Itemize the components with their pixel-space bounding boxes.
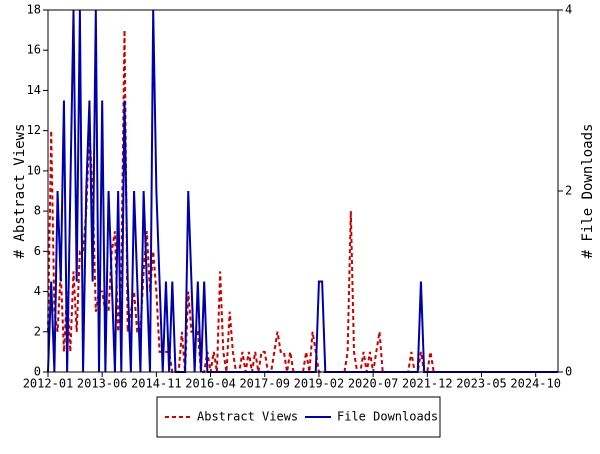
y2-tick-label: 2 [565, 184, 572, 198]
y-tick-label: 12 [27, 123, 41, 137]
y-tick-label: 18 [27, 3, 41, 17]
y-axis-title: # Abstract Views [12, 124, 28, 259]
y2-axis-title: # File Downloads [580, 124, 596, 259]
y-tick-label: 4 [34, 284, 41, 298]
y-tick-label: 10 [27, 163, 41, 177]
y-tick-label: 2 [34, 324, 41, 338]
y-tick-label: 0 [34, 365, 41, 379]
x-tick-label: 2016-04 [185, 377, 236, 391]
y-tick-label: 16 [27, 43, 41, 57]
plot-frame [47, 9, 559, 373]
legend-box [156, 396, 441, 438]
y-tick-label: 14 [27, 83, 41, 97]
x-tick-label: 2013-06 [77, 377, 128, 391]
x-tick-label: 2019-02 [294, 377, 345, 391]
x-tick-label: 2023-05 [456, 377, 507, 391]
legend-label: File Downloads [337, 410, 438, 424]
x-tick-label: 2020-07 [348, 377, 399, 391]
legend-label: Abstract Views [197, 410, 298, 424]
x-tick-label: 2017-09 [239, 377, 290, 391]
series-line [47, 30, 558, 373]
x-tick-label: 2012-01 [23, 377, 74, 391]
y2-tick-label: 4 [565, 3, 572, 17]
y-tick-label: 8 [34, 204, 41, 218]
y2-tick-label: 0 [565, 365, 572, 379]
x-tick-label: 2024-10 [510, 377, 561, 391]
series-line [47, 9, 558, 373]
x-tick-label: 2021-12 [402, 377, 453, 391]
x-tick-label: 2014-11 [131, 377, 182, 391]
y-tick-label: 6 [34, 244, 41, 258]
